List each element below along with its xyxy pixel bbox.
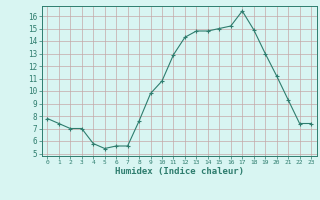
X-axis label: Humidex (Indice chaleur): Humidex (Indice chaleur) <box>115 167 244 176</box>
